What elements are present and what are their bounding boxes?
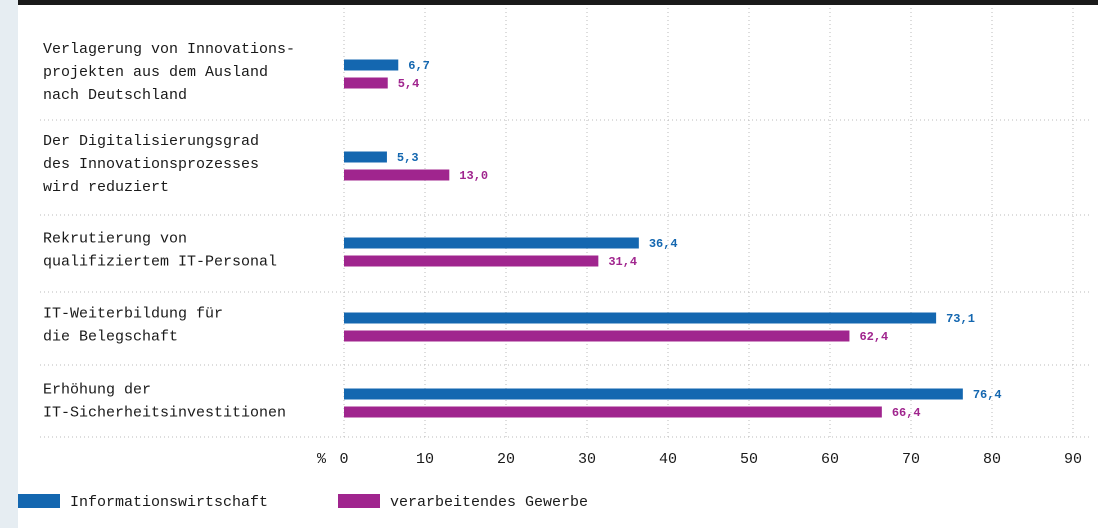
bar xyxy=(344,406,882,418)
value-label: 5,3 xyxy=(397,151,419,165)
x-tick-label: 90 xyxy=(1064,451,1082,468)
bar xyxy=(344,255,599,267)
x-tick-label: 60 xyxy=(821,451,839,468)
category-label: Erhöhung der IT-Sicherheitsinvestitionen xyxy=(43,381,286,421)
bar xyxy=(344,169,450,181)
category-label: Der Digitalisierungsgrad des Innovationsp… xyxy=(43,133,259,196)
legend-label: Informationswirtschaft xyxy=(70,494,268,511)
bar xyxy=(344,330,850,342)
x-tick-label: 10 xyxy=(416,451,434,468)
legend-swatch xyxy=(338,494,380,508)
x-tick-label: 40 xyxy=(659,451,677,468)
x-tick-label: 30 xyxy=(578,451,596,468)
side-strip xyxy=(0,0,18,528)
value-label: 73,1 xyxy=(946,312,975,326)
bar xyxy=(344,237,639,249)
value-label: 66,4 xyxy=(892,406,921,420)
x-axis-label: % xyxy=(317,451,327,468)
x-tick-label: 70 xyxy=(902,451,920,468)
value-label: 6,7 xyxy=(408,59,430,73)
x-tick-label: 80 xyxy=(983,451,1001,468)
x-tick-label: 50 xyxy=(740,451,758,468)
legend-label: verarbeitendes Gewerbe xyxy=(390,494,588,511)
value-label: 76,4 xyxy=(973,388,1002,402)
x-tick-label: 0 xyxy=(339,451,348,468)
x-tick-label: 20 xyxy=(497,451,515,468)
bar xyxy=(344,312,937,324)
bar xyxy=(344,77,388,89)
category-label: Rekrutierung von qualifiziertem IT-Person… xyxy=(43,230,277,270)
value-label: 62,4 xyxy=(859,330,888,344)
value-label: 31,4 xyxy=(608,255,637,269)
category-label: Verlagerung von Innovations-projekten au… xyxy=(43,41,295,104)
bar xyxy=(344,59,399,71)
value-label: 13,0 xyxy=(459,169,488,183)
value-label: 5,4 xyxy=(398,77,420,91)
category-label: IT-Weiterbildung für die Belegschaft xyxy=(43,305,223,345)
bar xyxy=(344,388,963,400)
bar xyxy=(344,151,387,163)
top-rule xyxy=(18,0,1098,5)
value-label: 36,4 xyxy=(649,237,678,251)
legend-swatch xyxy=(18,494,60,508)
